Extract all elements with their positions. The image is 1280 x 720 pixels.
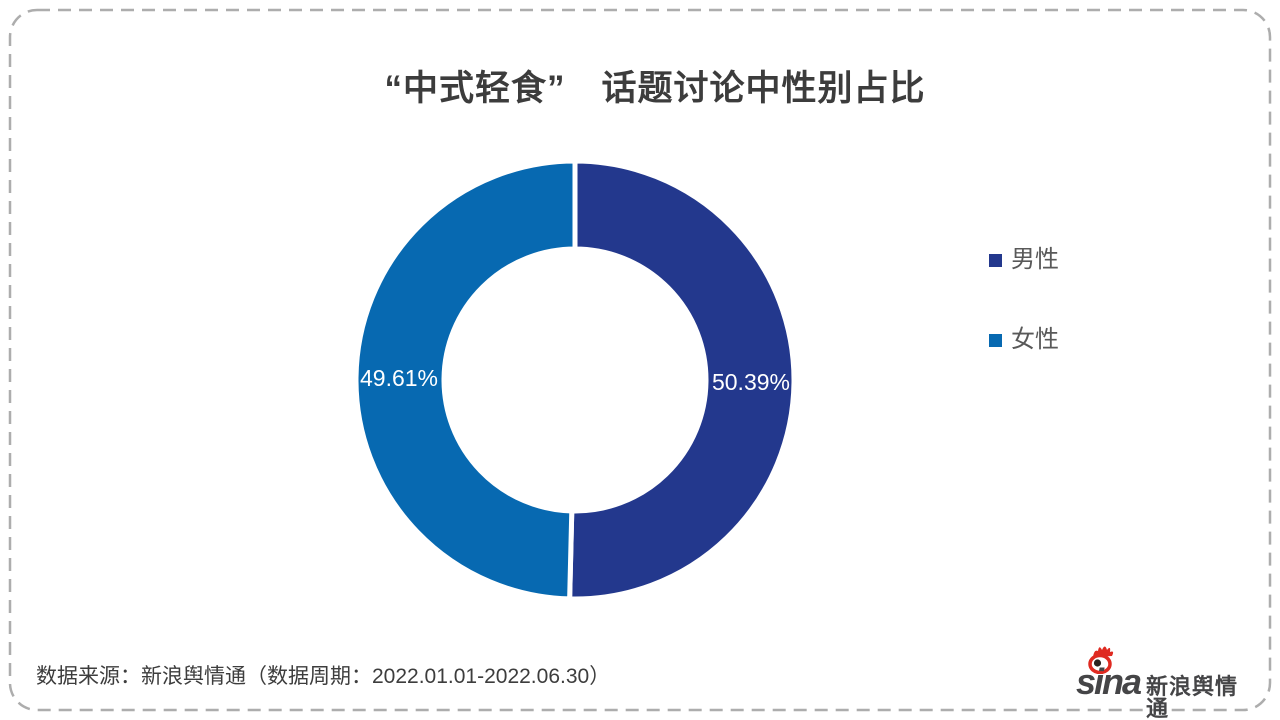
slice-percent-label-1: 49.61% (360, 365, 438, 391)
data-source-note: 数据来源：新浪舆情通（数据周期：2022.01.01-2022.06.30） (36, 665, 611, 688)
legend-item-male[interactable]: 男性 (989, 246, 1059, 274)
legend-item-female[interactable]: 女性 (989, 326, 1059, 354)
donut-slice-1[interactable] (353, 158, 578, 602)
slice-percent-label-0: 50.39% (712, 369, 790, 395)
chart-title: “中式轻食” 话题讨论中性别占比 (384, 69, 926, 108)
chart-legend: 男性 女性 (989, 246, 1059, 406)
legend-swatch-female (989, 333, 1002, 347)
legend-label-male: 男性 (1011, 246, 1059, 273)
legend-label-female: 女性 (1011, 326, 1059, 353)
sina-cn-wordmark: 新浪舆情通 (1146, 674, 1239, 720)
legend-swatch-male (989, 253, 1002, 267)
donut-slice-0[interactable] (567, 158, 797, 602)
sina-flame-eye-icon (1088, 646, 1114, 674)
sina-wordmark: sina (1076, 661, 1142, 702)
sina-logo: sina 新浪舆情通 (1076, 642, 1256, 720)
